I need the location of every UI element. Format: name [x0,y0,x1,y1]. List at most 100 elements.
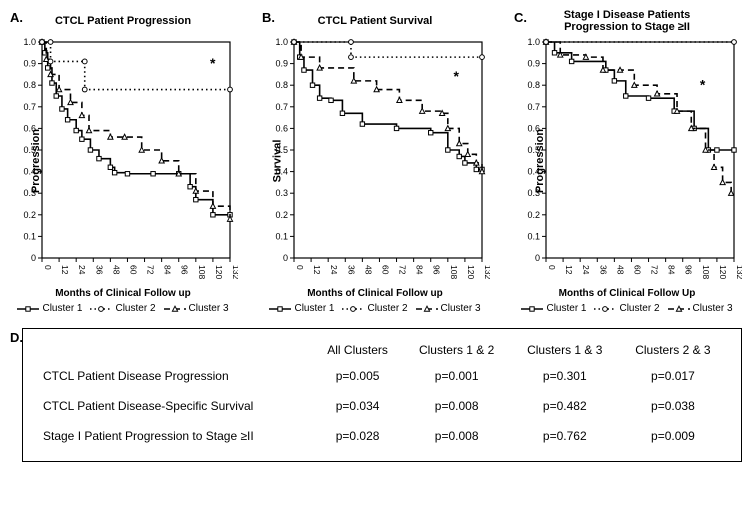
col-header: Clusters 1 & 3 [511,339,619,361]
svg-text:0.9: 0.9 [275,59,288,69]
p-value: p=0.034 [313,391,403,421]
charts-row: A. CTCL Patient Progression Progression … [8,8,742,314]
svg-text:0.1: 0.1 [527,231,540,241]
svg-text:36: 36 [94,265,104,275]
svg-text:12: 12 [312,265,322,275]
y-axis-label: Progression [30,129,42,193]
y-axis-label: Survival [271,140,283,183]
panel-label-d: D. [10,330,23,345]
legend-cluster2: Cluster 2 [594,303,659,314]
p-value: p=0.008 [403,421,511,451]
p-value: p=0.301 [511,361,619,391]
svg-text:108: 108 [449,265,459,279]
chart-title: CTCL Patient Survival [318,8,433,34]
y-axis-label: Progression [534,129,546,193]
svg-text:72: 72 [398,265,408,275]
legend-cluster3: Cluster 3 [668,303,733,314]
chart-title: Stage I Disease PatientsProgression to S… [564,8,691,34]
panel-C: C. Stage I Disease PatientsProgression t… [512,8,742,314]
svg-text:0.2: 0.2 [527,210,540,220]
svg-text:0.8: 0.8 [275,80,288,90]
svg-text:132: 132 [483,265,490,279]
legend-cluster3: Cluster 3 [164,303,229,314]
svg-text:*: * [454,68,460,84]
svg-text:0: 0 [547,265,557,270]
svg-text:1.0: 1.0 [527,37,540,47]
svg-text:48: 48 [615,265,625,275]
x-axis-label: Months of Clinical Follow up [307,288,443,299]
svg-text:72: 72 [146,265,156,275]
svg-text:0.9: 0.9 [23,59,36,69]
x-axis-label: Months of Clinical Follow Up [559,288,696,299]
svg-text:0: 0 [295,265,305,270]
legend-cluster2: Cluster 2 [342,303,407,314]
svg-text:0.1: 0.1 [23,231,36,241]
svg-text:0.7: 0.7 [275,102,288,112]
svg-text:60: 60 [380,265,390,275]
col-header: Clusters 1 & 2 [403,339,511,361]
svg-text:0.6: 0.6 [275,123,288,133]
p-value: p=0.005 [313,361,403,391]
svg-text:1.0: 1.0 [275,37,288,47]
svg-text:1.0: 1.0 [23,37,36,47]
row-header: CTCL Patient Disease Progression [37,361,313,391]
table-row: CTCL Patient Disease-Specific Survivalp=… [37,391,727,421]
x-axis-label: Months of Clinical Follow up [55,288,191,299]
svg-text:36: 36 [598,265,608,275]
svg-text:84: 84 [163,265,173,275]
svg-text:24: 24 [581,265,591,275]
svg-text:0.2: 0.2 [23,210,36,220]
row-header: Stage I Patient Progression to Stage ≥II [37,421,313,451]
panel-label-C: C. [514,10,527,25]
col-header: Clusters 2 & 3 [619,339,727,361]
svg-text:0: 0 [283,253,288,263]
svg-text:60: 60 [632,265,642,275]
col-header: All Clusters [313,339,403,361]
svg-text:48: 48 [111,265,121,275]
svg-text:0: 0 [43,265,53,270]
svg-text:0.7: 0.7 [23,102,36,112]
p-value: p=0.008 [403,391,511,421]
svg-text:96: 96 [180,265,190,275]
svg-text:0.7: 0.7 [527,102,540,112]
pvalue-table: All ClustersClusters 1 & 2Clusters 1 & 3… [22,328,742,462]
panel-A: A. CTCL Patient Progression Progression … [8,8,238,314]
table-row: Stage I Patient Progression to Stage ≥II… [37,421,727,451]
svg-text:0.9: 0.9 [527,59,540,69]
svg-text:120: 120 [718,265,728,279]
svg-text:0.3: 0.3 [275,188,288,198]
svg-text:132: 132 [735,265,742,279]
svg-text:0: 0 [31,253,36,263]
p-value: p=0.038 [619,391,727,421]
svg-text:108: 108 [701,265,711,279]
p-value: p=0.762 [511,421,619,451]
svg-text:24: 24 [329,265,339,275]
svg-text:36: 36 [346,265,356,275]
legend-cluster1: Cluster 1 [269,303,334,314]
svg-text:60: 60 [128,265,138,275]
svg-text:84: 84 [415,265,425,275]
svg-text:48: 48 [363,265,373,275]
p-value: p=0.009 [619,421,727,451]
p-value: p=0.017 [619,361,727,391]
svg-text:84: 84 [667,265,677,275]
svg-text:0.1: 0.1 [275,231,288,241]
legend: Cluster 1 Cluster 2 Cluster 3 [17,303,228,314]
svg-text:0: 0 [535,253,540,263]
chart-title: CTCL Patient Progression [55,8,191,34]
svg-text:0.8: 0.8 [23,80,36,90]
legend-cluster1: Cluster 1 [521,303,586,314]
panel-label-A: A. [10,10,23,25]
table-panel: D. All ClustersClusters 1 & 2Clusters 1 … [8,328,742,462]
svg-text:132: 132 [231,265,238,279]
svg-text:120: 120 [466,265,476,279]
row-header: CTCL Patient Disease-Specific Survival [37,391,313,421]
legend-cluster2: Cluster 2 [90,303,155,314]
svg-text:96: 96 [684,265,694,275]
chart-wrap: Survival 00.10.20.30.40.50.60.70.80.91.0… [260,36,490,286]
svg-text:72: 72 [650,265,660,275]
legend: Cluster 1 Cluster 2 Cluster 3 [521,303,732,314]
legend-cluster3: Cluster 3 [416,303,481,314]
svg-text:0.8: 0.8 [527,80,540,90]
svg-text:*: * [700,77,706,93]
